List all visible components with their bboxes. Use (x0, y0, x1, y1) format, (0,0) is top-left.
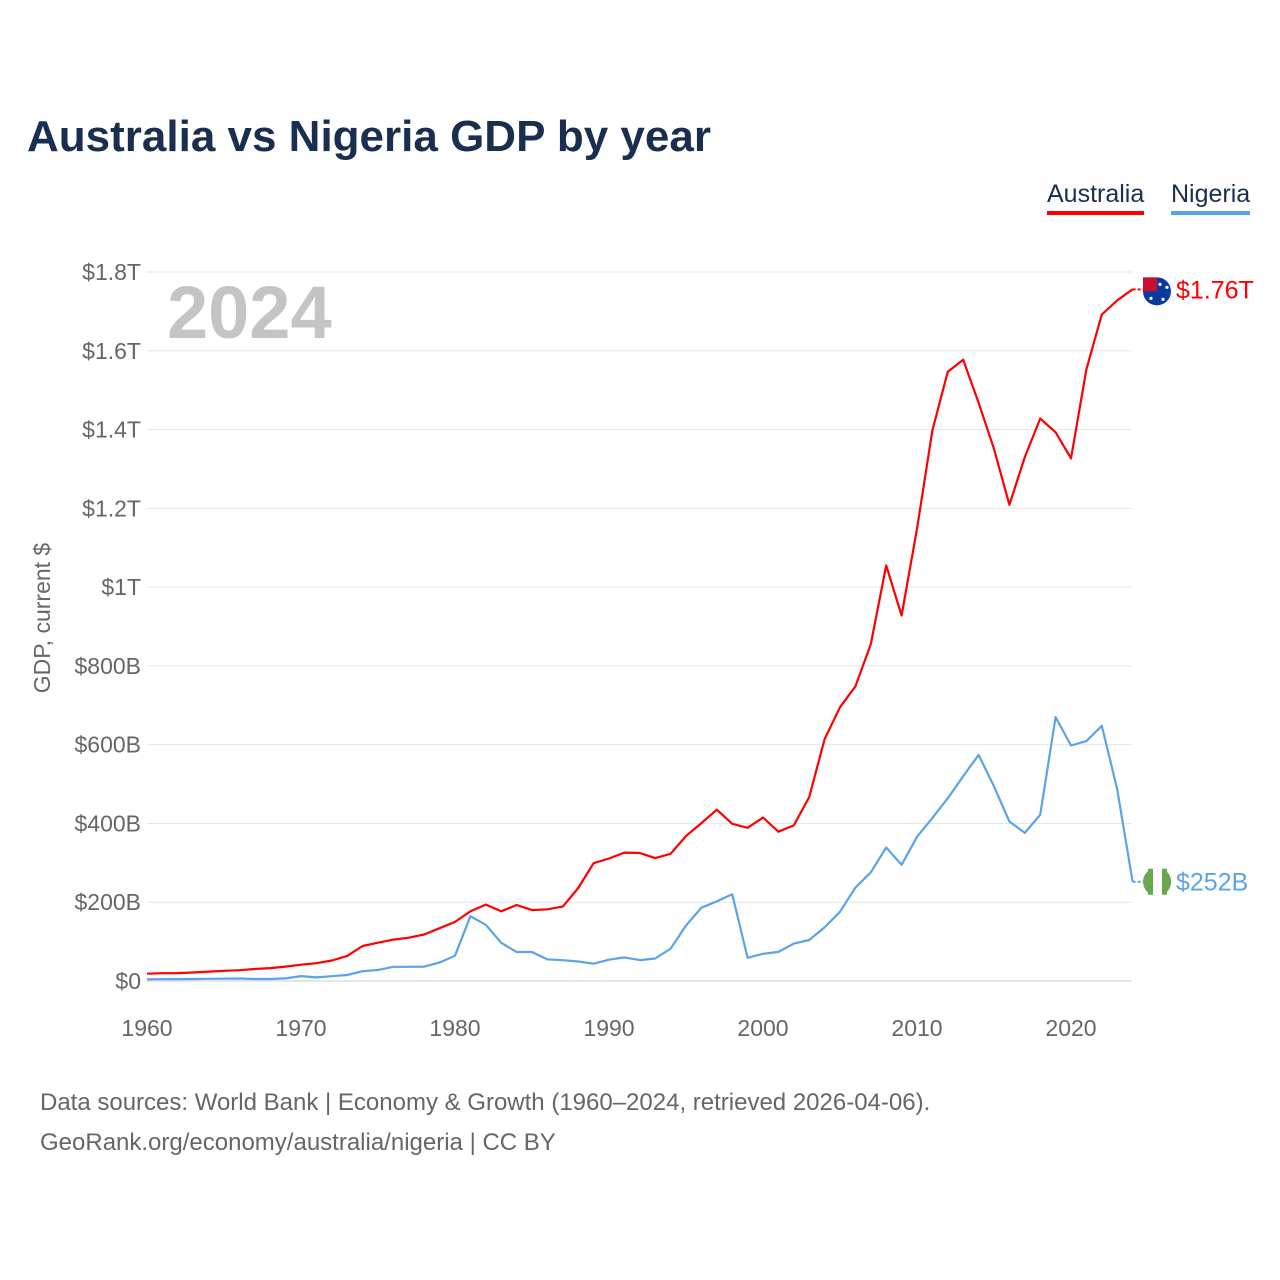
y-tick-label: $1.6T (82, 338, 141, 364)
y-tick-label: $400B (74, 810, 141, 836)
australia-flag-canton (1143, 277, 1157, 292)
y-tick-label: $1T (101, 574, 141, 600)
flag-star (1165, 285, 1169, 289)
x-tick-label: 1990 (583, 1015, 634, 1041)
chart-title: Australia vs Nigeria GDP by year (27, 112, 711, 161)
y-axis-label: GDP, current $ (29, 543, 55, 694)
flag-star (1149, 296, 1153, 300)
series-line-australia (146, 288, 1134, 975)
nigeria-flag-right-band (1162, 868, 1167, 895)
legend-australia[interactable]: Australia (1047, 180, 1145, 215)
x-tick-label: 1980 (429, 1015, 480, 1041)
y-tick-label: $600B (74, 732, 141, 758)
end-value-label-nigeria: $252B (1176, 869, 1248, 897)
nigeria-flag-right (1167, 871, 1172, 892)
nigeria-flag-left-band (1148, 868, 1153, 895)
end-value-label-australia: $1.76T (1176, 276, 1254, 304)
y-tick-label: $1.2T (82, 495, 141, 521)
y-tick-label: $0 (115, 968, 141, 994)
source-line-2[interactable]: GeoRank.org/economy/australia/nigeria | … (40, 1129, 556, 1156)
x-tick-label: 2020 (1045, 1015, 1096, 1041)
y-tick-label: $800B (74, 653, 141, 679)
legend-nigeria[interactable]: Nigeria (1171, 180, 1251, 215)
x-tick-label: 1970 (275, 1015, 326, 1041)
x-tick-label: 1960 (121, 1015, 172, 1041)
flag-star (1158, 282, 1162, 286)
y-tick-label: $1.8T (82, 259, 141, 285)
x-tick-label: 2010 (891, 1015, 942, 1041)
x-tick-label: 2000 (737, 1015, 788, 1041)
source-line-1: Data sources: World Bank | Economy & Gro… (40, 1089, 931, 1116)
y-tick-label: $200B (74, 889, 141, 915)
flag-star (1161, 297, 1165, 301)
source-note: Data sources: World Bank | Economy & Gro… (40, 1083, 930, 1163)
year-label: 2024 (167, 271, 332, 354)
series-line-nigeria (146, 715, 1134, 981)
y-tick-label: $1.4T (82, 417, 141, 443)
